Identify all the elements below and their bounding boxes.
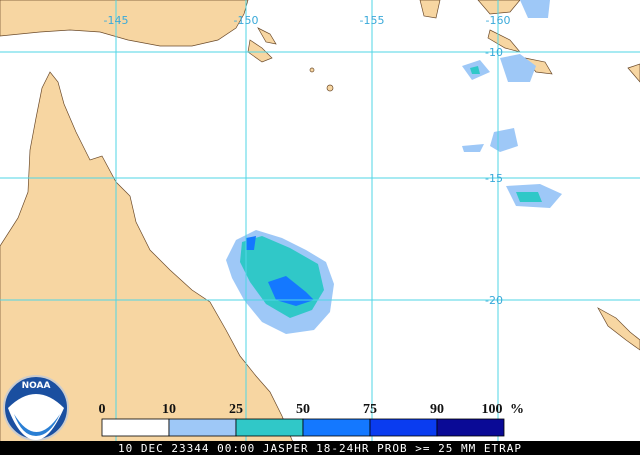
longitude-label: -150 <box>234 14 259 27</box>
longitude-label: -155 <box>360 14 385 27</box>
legend-tick: 100 <box>482 402 503 417</box>
footer-bar <box>0 441 640 455</box>
latitude-label: -20 <box>485 294 503 307</box>
precipitation <box>226 0 562 334</box>
longitude-label: -160 <box>486 14 511 27</box>
legend-tick: 90 <box>430 402 444 417</box>
latitude-label: -10 <box>485 46 503 59</box>
graticule: -145 -150 -155 -160 -10 -15 -20 <box>0 0 640 441</box>
legend-swatch <box>235 418 304 437</box>
legend-tick: 50 <box>296 402 310 417</box>
legend-tick: 25 <box>229 402 243 417</box>
footer-text: 10 DEC 23344 00:00 JASPER 18-24HR PROB >… <box>118 442 522 455</box>
logo-text: NOAA <box>22 381 51 391</box>
longitude-label: -145 <box>104 14 129 27</box>
legend-tick: 75 <box>363 402 377 417</box>
legend-swatch <box>101 418 170 437</box>
legend-swatch <box>302 418 371 437</box>
legend-swatch <box>369 418 438 437</box>
latitude-label: -15 <box>485 172 503 185</box>
legend-tick: 0 <box>99 402 106 417</box>
legend-tick: 10 <box>162 402 176 417</box>
legend: 0 10 25 50 75 90 100% <box>99 402 524 437</box>
legend-swatch <box>436 418 505 437</box>
legend-swatch <box>168 418 237 437</box>
noaa-logo: NOAA <box>3 375 69 441</box>
legend-unit: % <box>510 402 524 417</box>
